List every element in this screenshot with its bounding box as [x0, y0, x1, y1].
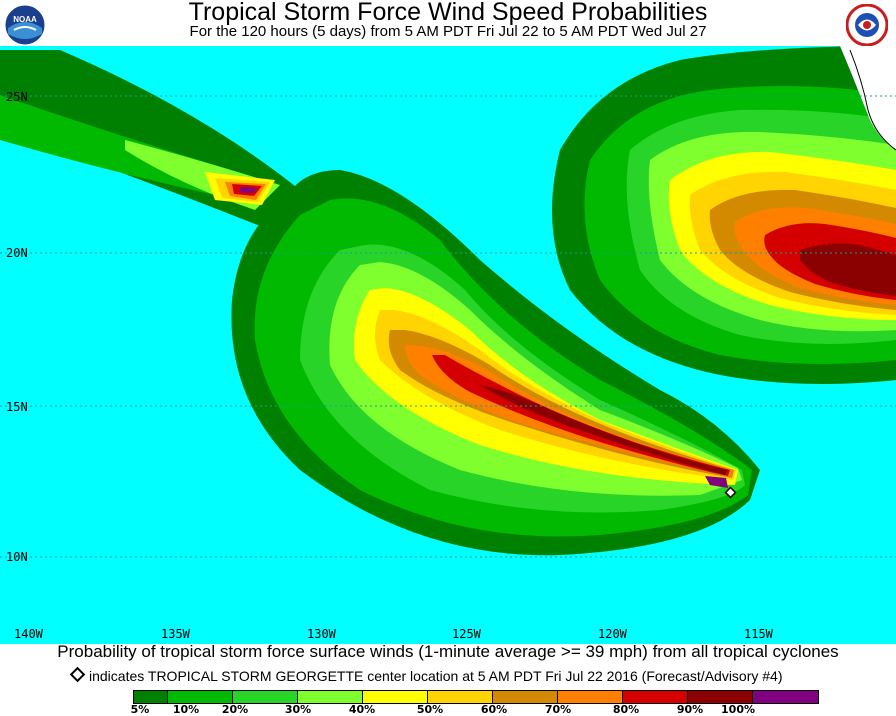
legend-swatch-5: [134, 691, 168, 703]
legend-swatch-80: [623, 691, 688, 703]
header: NOAA Tropical Storm Force Wind Speed Pro…: [0, 0, 896, 47]
diamond-icon: [69, 666, 86, 683]
legend-label: 60%: [480, 703, 508, 716]
page-title: Tropical Storm Force Wind Speed Probabil…: [188, 0, 708, 26]
nws-logo: [845, 3, 889, 47]
legend-swatch-20: [233, 691, 298, 703]
legend-label: 70%: [544, 703, 572, 716]
legend-label: 50%: [416, 703, 444, 716]
central-system-swaths: [231, 170, 760, 556]
lon-label-140w: 140W: [14, 627, 43, 641]
legend-swatch-100: [753, 691, 818, 703]
legend-swatch-30: [298, 691, 363, 703]
legend-swatch-40: [363, 691, 428, 703]
legend-label: 90%: [676, 703, 704, 716]
legend-swatch-50: [428, 691, 493, 703]
noaa-logo: NOAA: [4, 4, 46, 46]
lat-label-15n: 15N: [6, 400, 28, 414]
legend-swatch-70: [558, 691, 623, 703]
diamond-icon: [724, 486, 737, 499]
noaa-logo-text: NOAA: [13, 15, 37, 24]
lon-label-135w: 135W: [161, 627, 190, 641]
legend-label: 40%: [348, 703, 376, 716]
lon-label-120w: 120W: [598, 627, 627, 641]
latitude-gridlines: [0, 95, 896, 558]
legend-swatch-10: [168, 691, 233, 703]
storm-center-note-text: indicates TROPICAL STORM GEORGETTE cente…: [89, 668, 783, 684]
lon-label-130w: 130W: [307, 627, 336, 641]
legend-label: 10%: [172, 703, 200, 716]
lon-label-125w: 125W: [452, 627, 481, 641]
legend-labels: 5% 10% 20% 30% 40% 50% 60% 70% 80% 90% 1…: [0, 703, 896, 716]
legend-label: 80%: [612, 703, 640, 716]
legend-label: 100%: [721, 703, 755, 716]
page-subtitle: For the 120 hours (5 days) from 5 AM PDT…: [189, 23, 707, 40]
legend-swatch-90: [688, 691, 753, 703]
probability-legend: [133, 690, 819, 704]
probability-map: [0, 46, 896, 644]
lat-label-10n: 10N: [6, 550, 28, 564]
legend-label: 20%: [221, 703, 249, 716]
west-system-swaths: [0, 50, 300, 230]
legend-label: 30%: [284, 703, 312, 716]
lon-label-115w: 115W: [744, 627, 773, 641]
storm-center-marker: [724, 486, 737, 499]
legend-swatch-60: [493, 691, 558, 703]
legend-label: 5%: [130, 703, 150, 716]
lat-label-25n: 25N: [6, 90, 28, 104]
map-caption: Probability of tropical storm force surf…: [57, 642, 839, 661]
storm-center-note: indicates TROPICAL STORM GEORGETTE cente…: [69, 666, 783, 684]
east-system-swaths: [552, 46, 896, 384]
lat-label-20n: 20N: [6, 246, 28, 260]
